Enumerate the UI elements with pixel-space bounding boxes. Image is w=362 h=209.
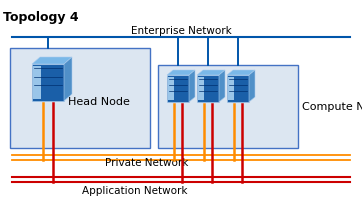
Polygon shape <box>167 75 189 102</box>
Polygon shape <box>189 70 195 102</box>
Text: Head Node: Head Node <box>68 97 130 107</box>
FancyBboxPatch shape <box>158 65 298 148</box>
Polygon shape <box>197 75 219 102</box>
Polygon shape <box>168 77 173 100</box>
Polygon shape <box>249 70 255 102</box>
Text: Topology 4: Topology 4 <box>3 11 79 24</box>
Polygon shape <box>227 70 255 75</box>
Polygon shape <box>33 66 41 99</box>
Polygon shape <box>228 77 233 100</box>
Polygon shape <box>197 70 225 75</box>
Polygon shape <box>64 57 72 101</box>
Text: Compute Nodes: Compute Nodes <box>302 102 362 111</box>
Text: Enterprise Network: Enterprise Network <box>131 26 231 36</box>
Polygon shape <box>32 57 72 64</box>
Polygon shape <box>198 77 203 100</box>
Text: Private Network: Private Network <box>105 158 188 168</box>
Polygon shape <box>167 70 195 75</box>
Polygon shape <box>227 75 249 102</box>
Polygon shape <box>219 70 225 102</box>
FancyBboxPatch shape <box>10 48 150 148</box>
Text: Application Network: Application Network <box>82 186 188 196</box>
Polygon shape <box>32 64 64 101</box>
